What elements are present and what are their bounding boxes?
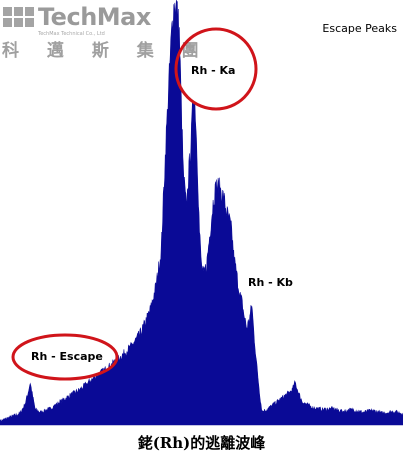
escape-highlight-ellipse (11, 333, 119, 381)
logo-wordmark: TechMax (38, 3, 151, 31)
techmax-logo-icon (3, 7, 34, 27)
figure-caption: 銠(Rh)的逃離波峰 (137, 434, 266, 452)
spectrum-plot (0, 0, 403, 426)
ka-highlight-ellipse (174, 27, 258, 111)
annotation-rh-escape: Rh - Escape (31, 350, 103, 363)
annotation-rh-kb: Rh - Kb (248, 276, 293, 289)
chart-title: Escape Peaks (322, 22, 397, 35)
logo-tagline: TechMax Technical Co., Ltd (38, 31, 105, 37)
logo-chinese-name: 科 邁 斯 集 團 (2, 41, 210, 61)
spectrum-area (0, 0, 403, 426)
techmax-logo: TechMax TechMax Technical Co., Ltd 科 邁 斯… (2, 2, 199, 62)
annotation-rh-ka: Rh - Ka (191, 64, 236, 77)
